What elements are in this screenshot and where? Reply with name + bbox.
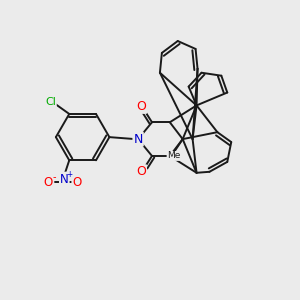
Text: +: + [66,170,72,179]
Text: O: O [136,165,146,178]
Text: Me: Me [167,152,181,160]
Text: O: O [73,176,82,189]
Text: -: - [52,172,56,182]
Text: N: N [134,133,143,146]
Text: Cl: Cl [45,97,56,107]
Text: O: O [136,100,146,113]
Text: O: O [44,176,53,189]
Text: N: N [60,172,69,186]
